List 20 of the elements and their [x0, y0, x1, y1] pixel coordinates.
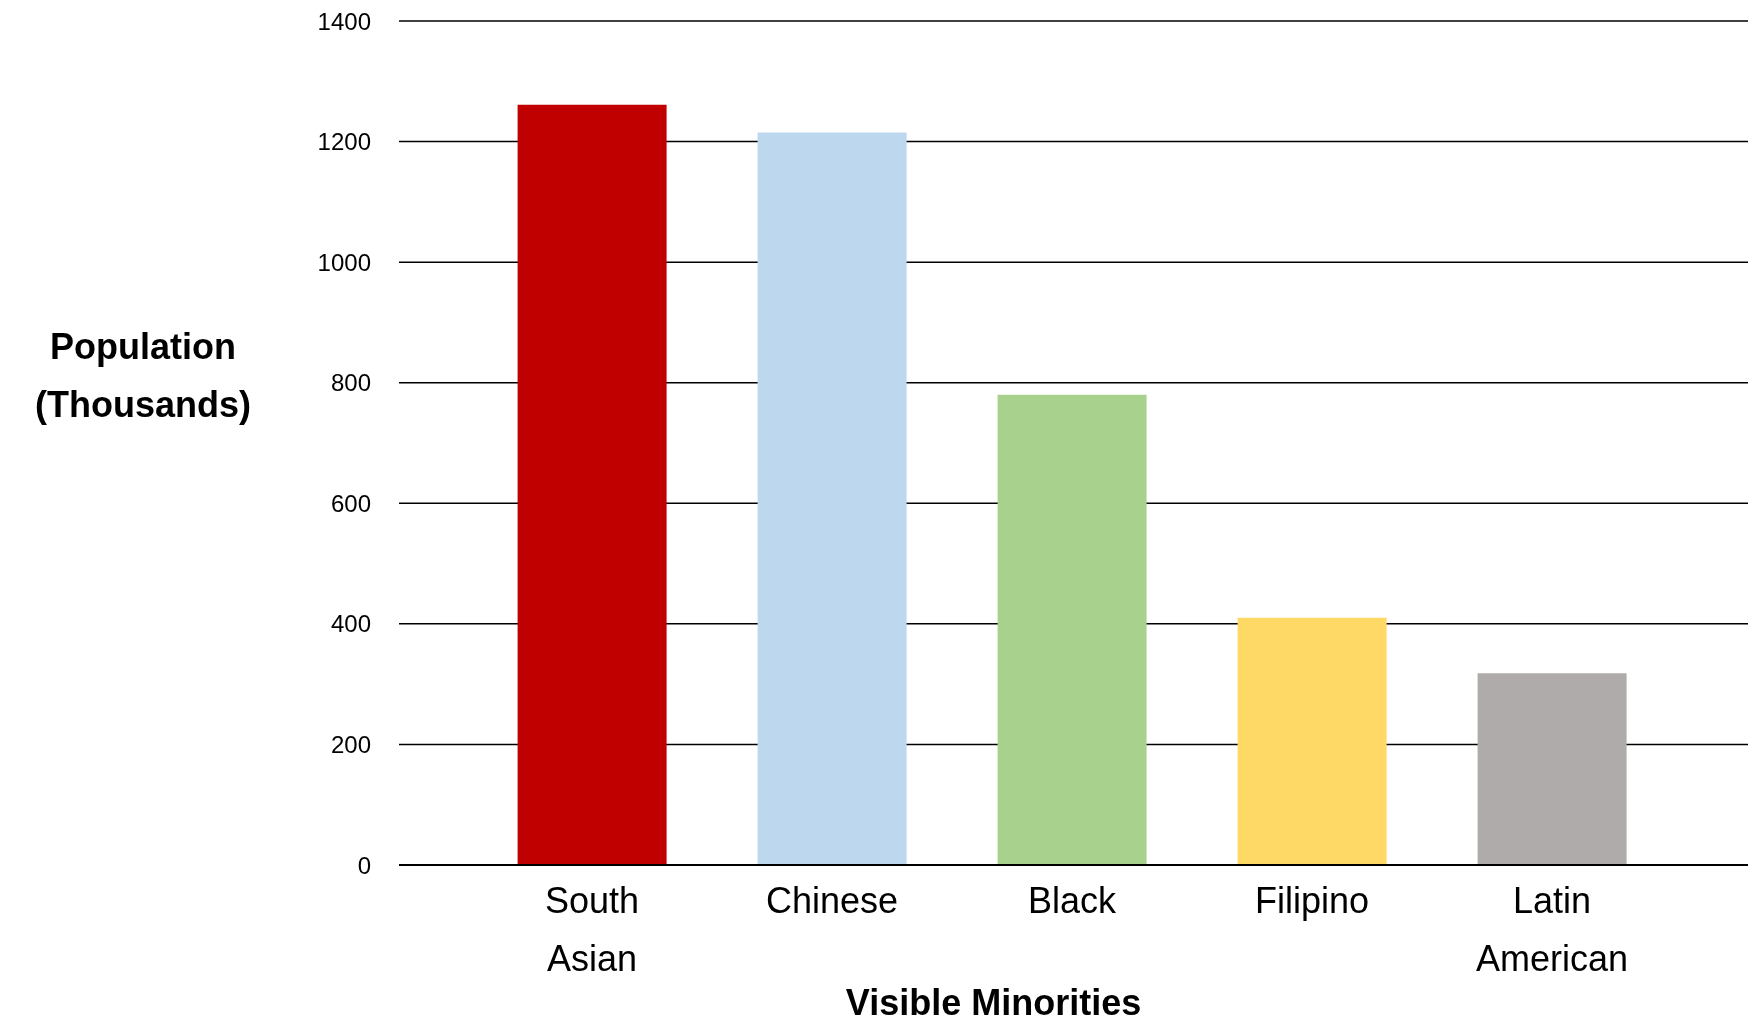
x-tick-label: Chinese: [765, 880, 899, 921]
y-tick-label: 400: [330, 610, 371, 638]
bar: [997, 394, 1147, 865]
y-tick-label: 0: [357, 851, 371, 879]
y-tick-label: 800: [330, 369, 371, 397]
y-tick-label: 1400: [317, 7, 371, 35]
y-tick-label: 1000: [317, 248, 371, 276]
y-tick-label: 600: [330, 489, 371, 517]
bar: [517, 104, 667, 865]
y-tick-label: 200: [330, 730, 371, 758]
y-axis-title: Population (Thousands): [35, 325, 251, 425]
y-tick-label: 1200: [317, 128, 371, 156]
bar: [757, 132, 907, 865]
x-tick-label: Filipino: [1254, 880, 1370, 921]
bar: [1477, 673, 1627, 865]
x-axis-title: Visible Minorities: [845, 982, 1142, 1023]
x-tick-label: Latin American: [1475, 880, 1629, 979]
bar: [1237, 617, 1387, 865]
x-tick-label: South Asian: [544, 880, 640, 979]
x-tick-label: Black: [1027, 880, 1118, 921]
